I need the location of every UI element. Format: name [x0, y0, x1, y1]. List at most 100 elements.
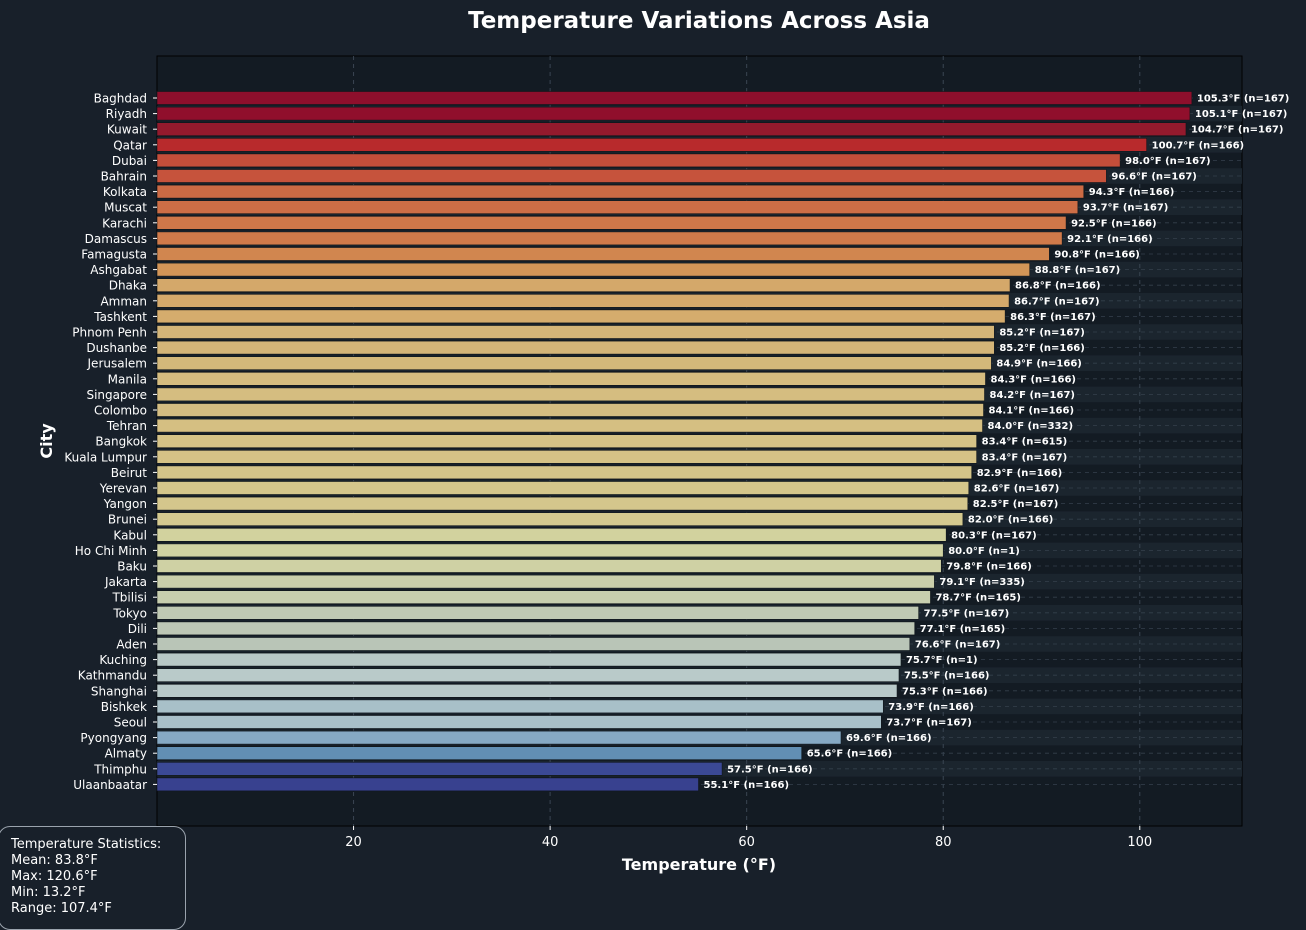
bar — [156, 356, 992, 371]
bar — [156, 371, 986, 386]
bar — [156, 683, 898, 698]
bar — [156, 746, 803, 761]
category-label: Manila — [108, 372, 147, 386]
value-label: 86.3°F (n=167) — [1010, 312, 1096, 323]
value-label: 84.1°F (n=166) — [989, 406, 1075, 417]
bar — [156, 418, 983, 433]
bar — [156, 325, 995, 339]
bar — [156, 730, 842, 745]
value-label: 79.1°F (n=335) — [939, 577, 1024, 588]
stats-max: Max: 120.6°F — [11, 869, 98, 884]
category-label: Famagusta — [81, 248, 147, 262]
category-label: Bahrain — [101, 170, 147, 184]
category-label: Karachi — [102, 216, 147, 230]
bar — [156, 449, 977, 464]
category-label: Yerevan — [99, 482, 147, 496]
value-label: 84.2°F (n=167) — [990, 390, 1076, 401]
bar — [156, 262, 1031, 277]
chart-title: Temperature Variations Across Asia — [468, 8, 930, 34]
bar — [156, 309, 1006, 324]
value-label: 77.5°F (n=167) — [924, 608, 1010, 619]
x-axis-label: Temperature (°F) — [622, 855, 776, 874]
bar — [156, 699, 884, 714]
category-label: Jerusalem — [87, 357, 147, 371]
value-label: 80.3°F (n=167) — [951, 530, 1036, 541]
value-label: 94.3°F (n=166) — [1089, 187, 1175, 198]
category-label: Beirut — [111, 466, 147, 480]
y-axis-label: City — [37, 423, 56, 459]
bar — [156, 605, 919, 620]
value-label: 65.6°F (n=166) — [807, 749, 893, 760]
bar — [156, 184, 1085, 199]
value-label: 98.0°F (n=167) — [1125, 156, 1211, 167]
category-label: Aden — [116, 638, 147, 652]
value-label: 73.7°F (n=167) — [886, 718, 972, 729]
category-label: Jakarta — [104, 575, 147, 589]
category-label: Phnom Penh — [72, 326, 147, 340]
x-tick-label: 100 — [1127, 835, 1152, 850]
value-label: 85.2°F (n=167) — [999, 328, 1084, 339]
value-label: 86.7°F (n=167) — [1014, 296, 1100, 307]
stats-range: Range: 107.4°F — [11, 901, 112, 916]
value-labels: 105.3°F (n=167) 105.1°F (n=167) 104.7°F (n… — [704, 94, 1290, 791]
category-label: Kuching — [99, 653, 147, 667]
bar — [156, 543, 944, 558]
category-label: Bangkok — [95, 435, 147, 449]
bar — [156, 574, 935, 589]
bar — [156, 496, 969, 511]
bar — [156, 512, 964, 527]
bar — [156, 153, 1121, 168]
value-label: 100.7°F (n=166) — [1152, 140, 1244, 151]
x-ticks: 20 40 60 80 100 — [345, 826, 1152, 850]
value-label: 78.7°F (n=165) — [935, 593, 1021, 604]
category-label: Bishkek — [101, 700, 147, 714]
x-tick-label: 60 — [738, 835, 755, 850]
bar — [156, 559, 942, 573]
category-label: Kolkata — [103, 185, 147, 199]
category-label: Dubai — [112, 154, 147, 168]
value-label: 77.1°F (n=165) — [920, 624, 1006, 635]
value-label: 92.1°F (n=166) — [1067, 234, 1153, 245]
category-label: Seoul — [114, 716, 147, 730]
bar — [156, 387, 985, 402]
value-label: 88.8°F (n=167) — [1035, 265, 1121, 276]
bar — [156, 715, 882, 729]
value-label: 105.1°F (n=167) — [1195, 109, 1287, 120]
value-label: 92.5°F (n=166) — [1071, 218, 1157, 229]
value-label: 82.5°F (n=167) — [973, 499, 1059, 510]
category-label: Damascus — [85, 232, 147, 246]
bar — [156, 278, 1011, 293]
category-label: Pyongyang — [80, 731, 147, 745]
category-label: Qatar — [113, 138, 147, 152]
bar — [156, 138, 1147, 152]
bar — [156, 340, 995, 355]
category-label: Colombo — [94, 404, 147, 418]
category-label: Dushanbe — [86, 341, 147, 355]
category-label: Tehran — [106, 419, 147, 433]
category-label: Thimphu — [93, 762, 147, 776]
value-label: 75.5°F (n=166) — [904, 671, 990, 682]
bar — [156, 777, 699, 792]
category-label: Shanghai — [91, 684, 147, 698]
bar — [156, 590, 931, 605]
category-label: Dili — [128, 622, 147, 636]
value-label: 104.7°F (n=167) — [1191, 125, 1283, 136]
category-label: Amman — [100, 294, 147, 308]
bar — [156, 106, 1191, 121]
bar — [156, 169, 1107, 183]
category-label: Kuala Lumpur — [64, 450, 147, 464]
value-label: 84.3°F (n=166) — [990, 374, 1076, 385]
bar — [156, 91, 1193, 105]
value-label: 82.6°F (n=167) — [974, 484, 1060, 495]
category-label: Ho Chi Minh — [75, 544, 147, 558]
bar — [156, 200, 1079, 214]
category-label: Singapore — [86, 388, 147, 402]
bar — [156, 465, 973, 480]
category-label: Baku — [117, 560, 147, 574]
value-label: 79.8°F (n=166) — [946, 562, 1032, 573]
value-label: 55.1°F (n=166) — [704, 780, 790, 791]
bar — [156, 122, 1187, 136]
stats-title: Temperature Statistics: — [11, 837, 162, 852]
